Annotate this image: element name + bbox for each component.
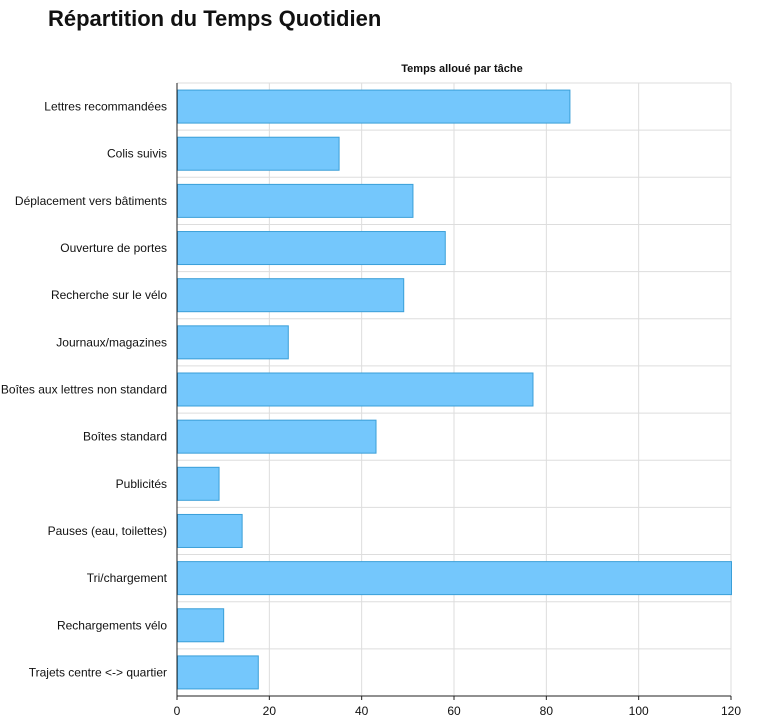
- category-label: Trajets centre <-> quartier: [29, 665, 167, 679]
- category-label: Journaux/magazines: [56, 335, 167, 349]
- bar: [177, 325, 289, 360]
- category-label: Pauses (eau, toilettes): [48, 524, 167, 538]
- x-tick-label: 100: [629, 704, 649, 718]
- category-label: Publicités: [116, 477, 167, 491]
- chart-title: Temps alloué par tâche: [401, 63, 522, 75]
- x-tick-label: 60: [447, 704, 461, 718]
- bars: [177, 89, 732, 690]
- x-tick-label: 20: [263, 704, 277, 718]
- bar: [177, 513, 243, 548]
- category-labels: Lettres recommandées Colis suivis Déplacem…: [1, 100, 168, 680]
- x-tick-label: 80: [540, 704, 554, 718]
- category-label: Recherche sur le vélo: [51, 288, 167, 302]
- bar: [177, 608, 225, 643]
- x-tick-label: 40: [355, 704, 369, 718]
- bar: [177, 655, 259, 690]
- x-tick-label: 120: [721, 704, 741, 718]
- page-title: Répartition du Temps Quotidien: [48, 6, 382, 31]
- category-label: Rechargements vélo: [57, 618, 167, 632]
- category-label: Tri/chargement: [87, 571, 168, 585]
- bar: [177, 183, 414, 218]
- bar: [177, 231, 446, 266]
- category-label: Boîtes standard: [83, 430, 167, 444]
- bar: [177, 466, 220, 501]
- bar: [177, 136, 340, 171]
- x-tick-label: 0: [174, 704, 181, 718]
- bar: [177, 419, 377, 454]
- bar: [177, 372, 534, 407]
- category-label: Déplacement vers bâtiments: [15, 194, 167, 208]
- category-label: Colis suivis: [107, 147, 167, 161]
- category-label: Ouverture de portes: [60, 241, 167, 255]
- x-axis: 0 20 40 60 80 100 120: [174, 83, 741, 718]
- bar: [177, 278, 405, 313]
- category-label: Lettres recommandées: [44, 100, 167, 114]
- category-label: Boîtes aux lettres non standard: [1, 383, 167, 397]
- bar: [177, 89, 571, 124]
- bar: [177, 561, 732, 596]
